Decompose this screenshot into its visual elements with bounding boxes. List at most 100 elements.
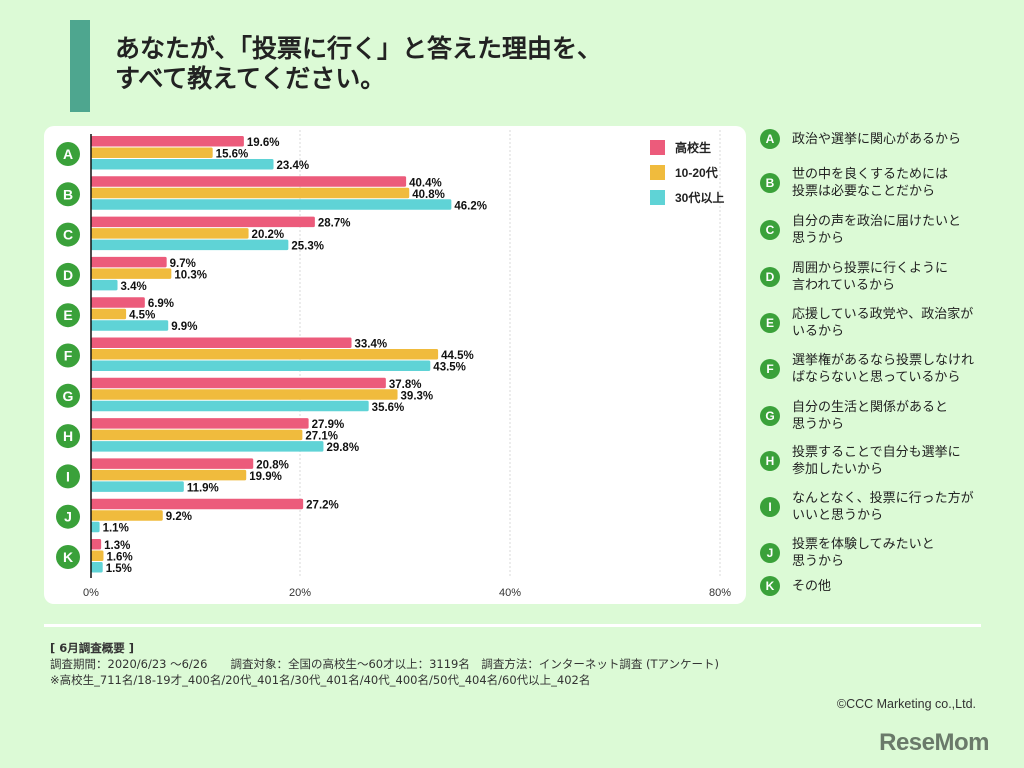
bar-I-1 [91, 469, 247, 481]
data-label: 46.2% [454, 200, 487, 212]
data-label: 35.6% [372, 402, 405, 414]
data-label: 11.9% [187, 482, 219, 494]
data-label: 23.4% [277, 160, 310, 172]
reason-item: H 投票することで自分も選挙に 参加したいから [760, 444, 961, 478]
bar-B-2 [91, 199, 452, 210]
data-label: 37.8% [389, 379, 422, 391]
bar-I-2 [91, 481, 184, 492]
copyright: ©CCC Marketing co.,Ltd. [836, 697, 976, 711]
bar-J-0 [91, 498, 304, 510]
bar-J-1 [91, 510, 163, 521]
category-badge [56, 142, 80, 166]
reason-text: 投票を体験してみたいと 思うから [792, 537, 935, 569]
data-label: 19.9% [249, 471, 282, 483]
category-label: B [63, 186, 73, 202]
data-label: 20.2% [252, 229, 285, 241]
bar-A-1 [91, 147, 213, 158]
data-label: 1.1% [103, 523, 129, 535]
legend-label: 高校生 [675, 140, 711, 155]
reason-text: 選挙権があるなら投票しなけれ ばならないと思っているから [792, 353, 975, 385]
data-label: 9.2% [166, 511, 192, 523]
reason-badge: A [760, 129, 780, 149]
data-label: 25.3% [291, 241, 324, 253]
data-label: 27.9% [312, 419, 345, 431]
x-tick-label: 40% [499, 587, 521, 599]
x-tick-label: 0% [83, 587, 99, 599]
category-badge [56, 222, 80, 247]
legend-swatch [650, 140, 665, 155]
bar-E-2 [91, 320, 169, 331]
title-accent-bar [70, 20, 90, 112]
reason-text: 自分の声を政治に届けたいと 思うから [792, 214, 962, 246]
data-label: 20.8% [256, 459, 289, 471]
bar-H-1 [91, 429, 303, 441]
x-tick-label: 20% [289, 587, 311, 599]
reason-text: 政治や選挙に関心があるから [792, 131, 962, 147]
data-label: 28.7% [318, 218, 351, 230]
category-label: A [63, 146, 73, 162]
data-label: 1.3% [104, 540, 130, 552]
data-label: 4.5% [129, 310, 155, 322]
reason-text: 投票することで自分も選挙に 参加したいから [792, 445, 961, 477]
reason-item: A 政治や選挙に関心があるから [760, 129, 961, 149]
bar-G-2 [91, 400, 369, 412]
bar-G-1 [91, 389, 398, 400]
data-label: 1.5% [106, 563, 132, 575]
bar-K-1 [91, 550, 104, 561]
reason-text: その他 [792, 578, 832, 594]
bar-A-2 [91, 159, 274, 170]
reason-item: B 世の中を良くするためには 投票は必要なことだから [760, 166, 948, 200]
reason-text: なんとなく、投票に行った方が いいと思うから [792, 491, 974, 523]
data-label: 44.5% [441, 350, 474, 362]
notes-line-1: 調査期間：2020/6/23 ～6/26 調査対象：全国の高校生～60才以上：3… [50, 657, 720, 671]
bar-H-2 [91, 441, 324, 452]
category-badge [56, 303, 80, 328]
bar-B-1 [91, 187, 410, 199]
title-line-1: あなたが、「投票に行く」と答えた理由を、 [115, 34, 603, 63]
bar-C-0 [91, 216, 315, 228]
reason-text: 周囲から投票に行くように 言われているから [792, 261, 949, 293]
data-label: 43.5% [433, 362, 466, 374]
bar-A-0 [91, 136, 244, 147]
bar-H-0 [91, 418, 309, 429]
reason-badge: C [760, 220, 780, 240]
category-badge [56, 504, 80, 529]
category-badge [56, 424, 80, 449]
reason-badge: E [760, 313, 780, 333]
reason-badge: H [760, 451, 780, 471]
reason-item: J 投票を体験してみたいと 思うから [760, 536, 935, 570]
data-label: 19.6% [247, 137, 280, 149]
bar-K-2 [91, 562, 103, 573]
data-label: 9.9% [171, 321, 197, 333]
data-label: 27.2% [306, 500, 339, 512]
data-label: 33.4% [355, 339, 388, 351]
reason-badge: I [760, 497, 780, 517]
reason-item: G 自分の生活と関係があると 思うから [760, 399, 948, 433]
notes-line-2: ※高校生_711名/18-19才_400名/20代_401名/30代_401名/… [50, 673, 591, 687]
category-label: D [63, 267, 73, 283]
bar-B-0 [91, 176, 407, 187]
reason-badge: F [760, 359, 780, 379]
reason-text: 自分の生活と関係があると 思うから [792, 400, 949, 432]
category-badge [56, 383, 80, 408]
data-label: 40.8% [412, 189, 445, 201]
bar-K-0 [91, 539, 102, 550]
category-label: C [63, 227, 73, 243]
reason-item: I なんとなく、投票に行った方が いいと思うから [760, 490, 974, 524]
bar-I-0 [91, 458, 254, 469]
bar-C-2 [91, 239, 289, 251]
bar-F-1 [91, 349, 439, 360]
reason-badge: K [760, 576, 780, 596]
page-title: あなたが、「投票に行く」と答えた理由を、 すべて教えてください。 [115, 34, 602, 94]
data-label: 15.6% [216, 149, 249, 161]
data-label: 1.6% [106, 552, 132, 564]
category-badge [56, 343, 80, 368]
reason-badge: D [760, 267, 780, 287]
legend-swatch [650, 190, 665, 205]
data-label: 39.3% [401, 390, 434, 402]
bar-D-2 [91, 279, 118, 291]
data-label: 10.3% [174, 269, 207, 281]
category-label: E [63, 307, 72, 323]
category-label: J [64, 509, 72, 525]
data-label: 27.1% [305, 431, 338, 443]
